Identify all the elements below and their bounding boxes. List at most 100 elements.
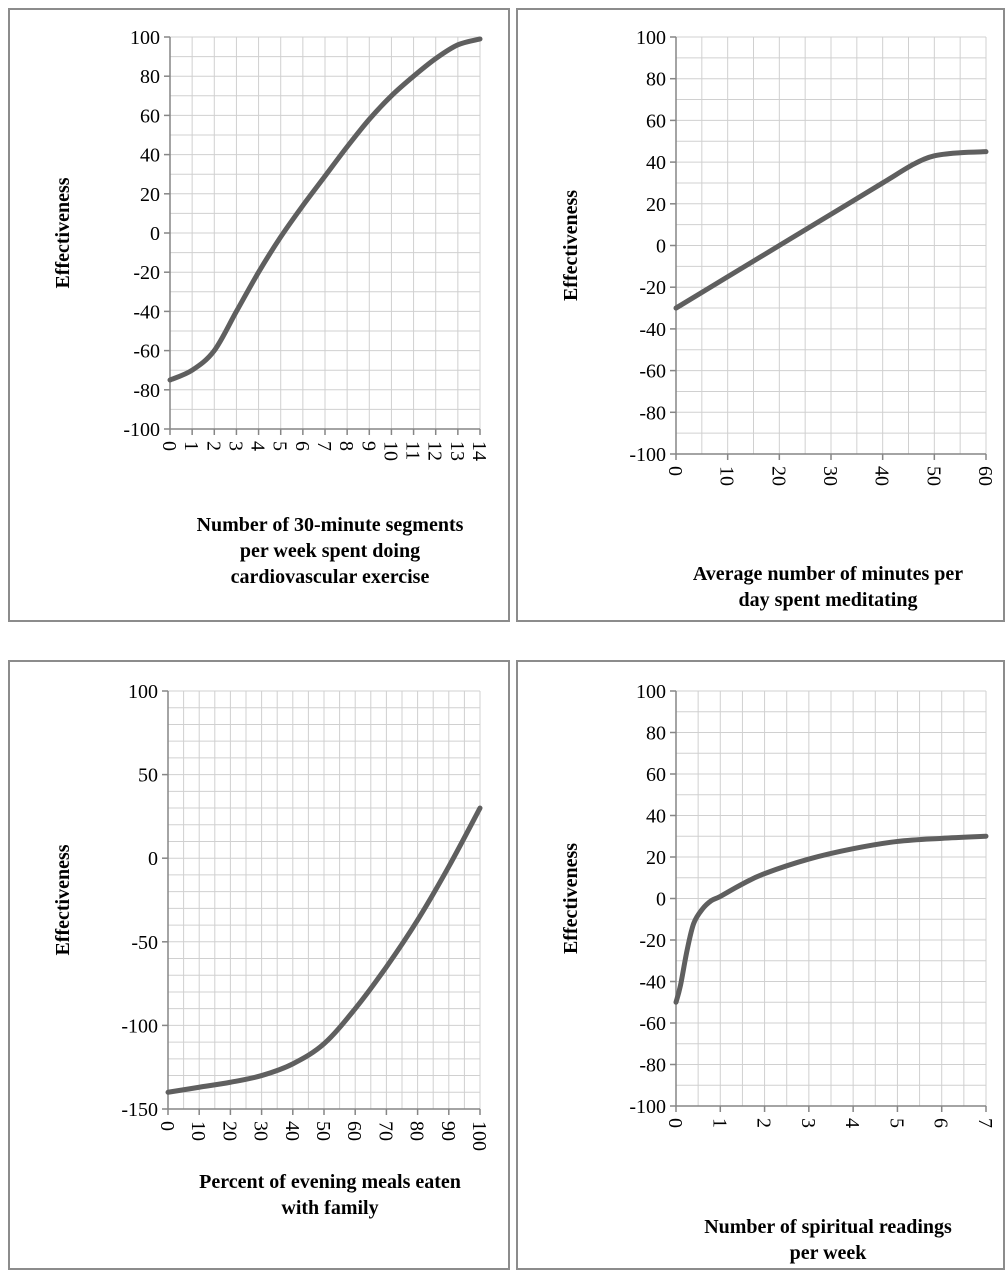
y-tick-label: -20 — [639, 930, 666, 952]
x-tick-label: 4 — [247, 441, 269, 451]
x-tick-label: 8 — [335, 441, 357, 451]
y-tick-label: -40 — [639, 972, 666, 994]
y-tick-label: 0 — [150, 223, 160, 245]
x-axis-label-exercise: Number of 30-minute segments per week spe… — [70, 512, 508, 590]
y-tick-label: 80 — [646, 69, 666, 91]
x-tick-label: 4 — [841, 1118, 863, 1128]
x-tick-label: 5 — [269, 441, 291, 451]
x-tick-label: 6 — [930, 1118, 952, 1128]
x-tick-label: 1 — [708, 1118, 730, 1128]
y-tick-label: -60 — [639, 361, 666, 383]
x-tick-label: 9 — [357, 441, 379, 451]
x-tick-label: 100 — [468, 1121, 490, 1151]
y-tick-label: 0 — [656, 889, 666, 911]
y-tick-label: -80 — [639, 1055, 666, 1077]
y-tick-label: -100 — [629, 444, 666, 466]
x-tick-label: 12 — [424, 441, 446, 461]
y-tick-label: 20 — [646, 847, 666, 869]
y-tick-label: 80 — [646, 723, 666, 745]
y-tick-label: 60 — [646, 110, 666, 132]
y-tick-label: 20 — [646, 194, 666, 216]
x-axis-label-meditation: Average number of minutes per day spent m… — [568, 561, 1003, 613]
x-tick-label: 80 — [406, 1121, 428, 1141]
x-tick-label: 70 — [374, 1121, 396, 1141]
series-line — [167, 36, 483, 383]
y-tick-label: 0 — [656, 236, 666, 258]
x-tick-label: 50 — [312, 1121, 334, 1141]
y-axis-label: Effectiveness — [560, 843, 582, 954]
x-tick-label: 13 — [446, 441, 468, 461]
y-tick-label: 100 — [636, 27, 666, 49]
y-tick-label: 40 — [140, 145, 160, 167]
x-tick-label: 2 — [753, 1118, 775, 1128]
x-tick-label: 0 — [664, 1118, 686, 1128]
x-tick-label: 3 — [797, 1118, 819, 1128]
x-axis-label-line: day spent meditating — [738, 589, 918, 611]
x-axis-label-family-meals: Percent of evening meals eaten with famil… — [70, 1169, 508, 1221]
y-tick-label: -80 — [639, 402, 666, 424]
gridlines — [675, 36, 987, 455]
x-tick-label: 50 — [922, 466, 944, 486]
x-tick-label: 11 — [402, 441, 424, 460]
series-line — [673, 833, 989, 1005]
x-axis-label-spiritual-readings: Number of spiritual readings per week — [578, 1214, 1003, 1266]
x-tick-label: 40 — [281, 1121, 303, 1141]
x-tick-label: 30 — [250, 1121, 272, 1141]
y-tick-label: -150 — [121, 1099, 158, 1121]
x-tick-label: 10 — [716, 466, 738, 486]
x-tick-label: 60 — [343, 1121, 365, 1141]
gridlines — [167, 690, 481, 1110]
x-tick-label: 6 — [291, 441, 313, 451]
x-tick-label: 7 — [974, 1118, 996, 1128]
y-tick-label: -100 — [629, 1096, 666, 1118]
x-tick-label: 10 — [379, 441, 401, 461]
y-tick-label: -60 — [639, 1013, 666, 1035]
x-axis-label-line: cardiovascular exercise — [230, 566, 430, 588]
y-tick-label: 60 — [140, 105, 160, 127]
chart-panel-exercise: 100 80 60 40 20 0 -20 -40 -60 -80 -100 0 1 2 3 4 5 6 7 8 9 10… — [8, 8, 510, 622]
series-line — [673, 149, 989, 311]
x-axis-label-line: per week — [789, 1242, 867, 1264]
x-tick-label: 10 — [187, 1121, 209, 1141]
x-tick-label: 0 — [158, 441, 180, 451]
y-axis-label: Effectiveness — [52, 844, 74, 955]
y-axis-label: Effectiveness — [560, 190, 582, 301]
x-tick-label: 40 — [871, 466, 893, 486]
x-axis-label-line: Average number of minutes per — [692, 563, 964, 585]
x-tick-label: 5 — [885, 1118, 907, 1128]
y-tick-label: -40 — [133, 301, 160, 323]
x-axis-label-line: Number of spiritual readings — [704, 1216, 952, 1238]
y-tick-label: 40 — [646, 152, 666, 174]
y-tick-label: -60 — [133, 341, 160, 363]
y-tick-label: 20 — [140, 184, 160, 206]
chart-panel-spiritual-readings: 100 80 60 40 20 0 -20 -40 -60 -80 -100 0 1 2 3 4 5 6 7 Effe… — [516, 660, 1005, 1270]
y-tick-label: 40 — [646, 806, 666, 828]
y-axis-label: Effectiveness — [52, 177, 74, 288]
gridlines — [675, 690, 987, 1107]
x-tick-label: 30 — [819, 466, 841, 486]
x-tick-label: 3 — [224, 441, 246, 451]
y-tick-label: 100 — [636, 681, 666, 703]
y-tick-label: -100 — [121, 1015, 158, 1037]
x-tick-label: 60 — [974, 466, 996, 486]
x-axis-label-line: with family — [281, 1197, 379, 1219]
x-axis-label-line: Percent of evening meals eaten — [199, 1171, 461, 1193]
y-tick-label: 100 — [128, 681, 158, 703]
chart-panel-family-meals: 100 50 0 -50 -100 -150 0 10 20 30 40 50 60 70 80 90 100 E… — [8, 660, 510, 1270]
x-tick-label: 90 — [437, 1121, 459, 1141]
y-tick-label: -80 — [133, 380, 160, 402]
series-line — [165, 805, 483, 1095]
y-tick-label: 100 — [130, 27, 160, 49]
gridlines — [169, 36, 481, 430]
y-tick-label: -50 — [131, 932, 158, 954]
y-tick-label: 0 — [148, 848, 158, 870]
y-tick-label: -20 — [639, 277, 666, 299]
chart-panel-meditation: 100 80 60 40 20 0 -20 -40 -60 -80 -100 0 10 20 30 40 50 6… — [516, 8, 1005, 622]
x-axis-label-line: Number of 30-minute segments — [196, 514, 464, 536]
x-tick-label: 1 — [180, 441, 202, 451]
x-tick-label: 20 — [218, 1121, 240, 1141]
